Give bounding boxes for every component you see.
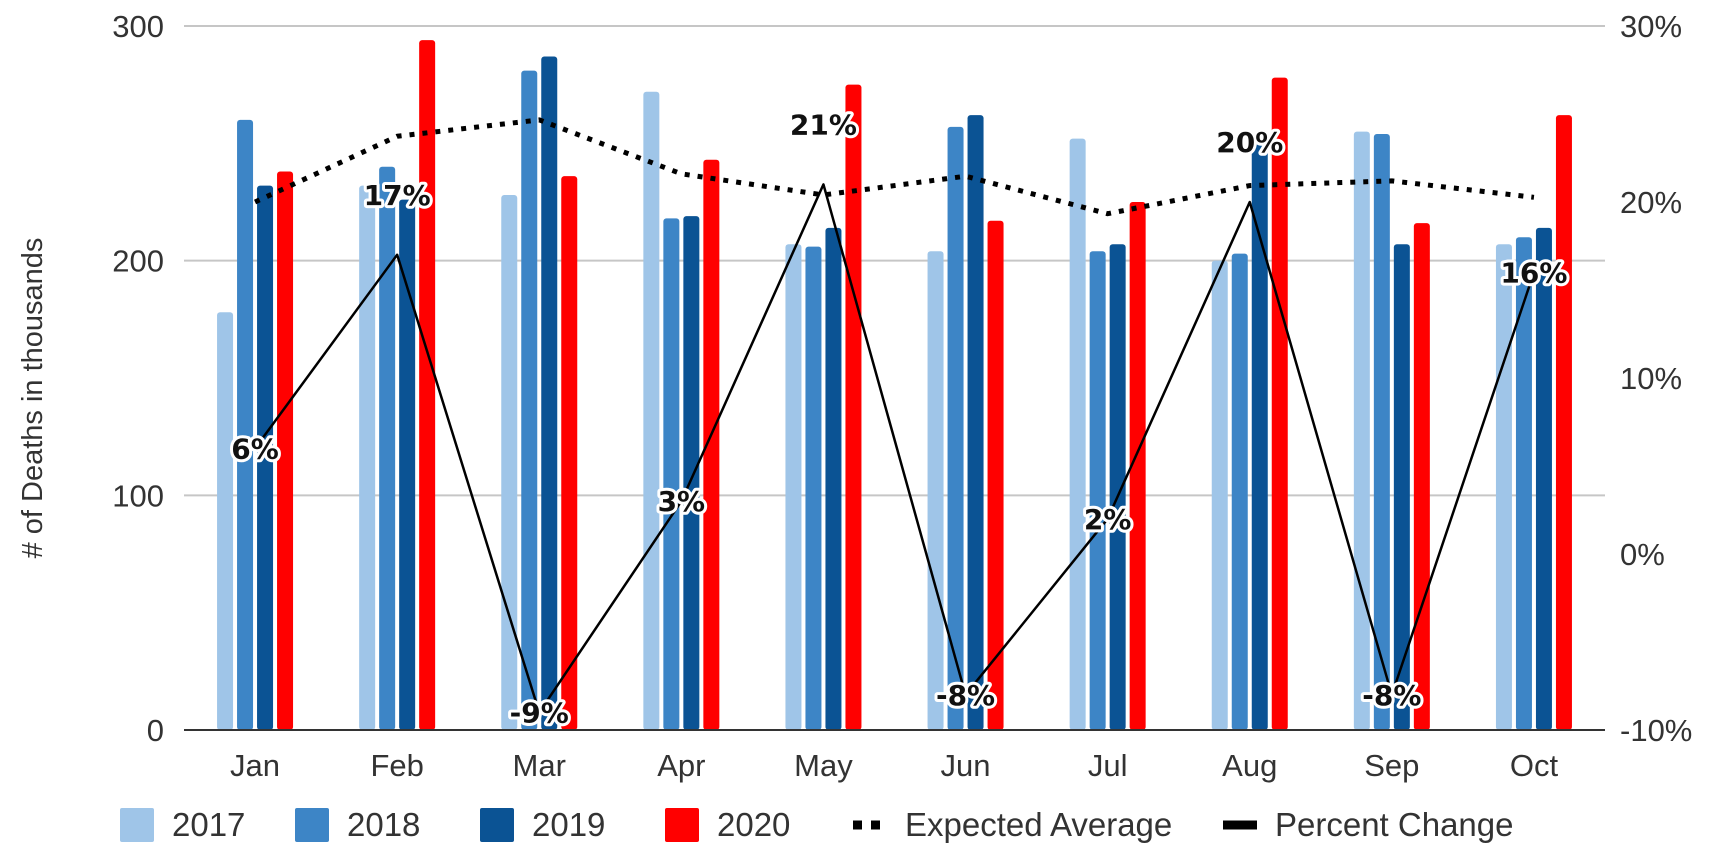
legend-label: Percent Change	[1275, 806, 1514, 843]
bar-2017	[643, 91, 660, 730]
bar-2019	[1251, 143, 1268, 731]
y2-tick-label: 30%	[1620, 9, 1682, 44]
x-tick-label: May	[794, 748, 853, 783]
legend-label: Expected Average	[905, 806, 1172, 843]
y-tick-label: 100	[112, 478, 164, 513]
x-tick-label: Aug	[1222, 748, 1277, 783]
x-tick-label: Sep	[1364, 748, 1419, 783]
bar-2017	[217, 312, 234, 730]
bar-2018	[379, 166, 396, 731]
bar-2020	[1413, 223, 1430, 730]
data-label: 17%	[364, 179, 431, 212]
x-tick-label: Mar	[513, 748, 566, 783]
bar-2020	[1129, 202, 1146, 730]
bar-2020	[845, 84, 862, 730]
x-tick-label: Jun	[941, 748, 991, 783]
bar-2020	[703, 159, 720, 730]
y-tick-label: 0	[147, 713, 164, 748]
bar-2020	[561, 176, 578, 731]
legend-label: 2020	[717, 806, 790, 843]
axes: 0 100 200 300 -10% 0% 10% 20% 30% Jan Feb Mar Apr May…	[112, 9, 1692, 783]
legend-label: 2019	[532, 806, 605, 843]
x-tick-label: Oct	[1510, 748, 1559, 783]
y-tick-label: 300	[112, 9, 164, 44]
bar-2017	[785, 244, 802, 731]
bar-2017	[927, 251, 944, 730]
y-tick-label: 200	[112, 244, 164, 279]
bar-2017	[1069, 138, 1086, 730]
bar-2018	[1373, 133, 1390, 731]
bar-2018	[237, 119, 254, 730]
bar-2019	[967, 115, 984, 730]
legend-swatch-2019	[480, 808, 514, 842]
bar-2020	[419, 40, 436, 730]
data-labels: 6% 17% -9% 3% 21% -8% 2% 20% -8% 16%	[228, 105, 1570, 732]
bar-2018	[947, 126, 964, 730]
data-label: 6%	[231, 432, 279, 465]
bar-2018	[1231, 253, 1248, 731]
bar-2019	[541, 56, 558, 731]
legend-swatch-2018	[295, 808, 329, 842]
data-label: -9%	[510, 696, 569, 729]
bar-2020	[1555, 115, 1572, 730]
y2-tick-label: -10%	[1620, 713, 1692, 748]
data-label: 20%	[1216, 126, 1283, 159]
data-label: 3%	[658, 485, 706, 518]
bar-2017	[1211, 260, 1228, 730]
data-label: 16%	[1500, 256, 1567, 289]
bar-2019	[825, 227, 842, 730]
bar-2019	[399, 199, 416, 731]
gridlines	[184, 25, 1605, 497]
bar-2017	[359, 185, 376, 730]
bar-2020	[277, 171, 294, 730]
x-tick-label: Apr	[657, 748, 705, 783]
bar-2017	[1353, 131, 1370, 731]
data-label: 2%	[1084, 503, 1132, 536]
bar-2020	[987, 220, 1004, 731]
y2-tick-label: 10%	[1620, 361, 1682, 396]
bar-2017	[1495, 244, 1512, 731]
y2-tick-label: 20%	[1620, 185, 1682, 220]
legend-label: 2017	[172, 806, 245, 843]
bar-2018	[663, 218, 680, 730]
line-percent-change	[254, 183, 1536, 714]
legend: 2017 2018 2019 2020 Expected Average Percent …	[120, 806, 1514, 843]
x-tick-label: Jul	[1088, 748, 1128, 783]
x-tick-label: Jan	[230, 748, 280, 783]
series-lines	[254, 117, 1536, 714]
bar-2018	[805, 246, 822, 730]
y-axis-title: # of Deaths in thousands	[17, 238, 49, 559]
y2-tick-label: 0%	[1620, 537, 1665, 572]
bars	[217, 40, 1572, 731]
bar-2018	[1089, 251, 1106, 730]
bar-2019	[1535, 227, 1552, 730]
data-label: -8%	[936, 679, 995, 712]
bar-2018	[1515, 237, 1532, 730]
bar-2018	[521, 70, 538, 730]
legend-swatch-2017	[120, 808, 154, 842]
bar-2020	[1271, 77, 1288, 731]
legend-label: 2018	[347, 806, 420, 843]
bar-2017	[501, 194, 518, 730]
x-tick-label: Feb	[370, 748, 423, 783]
bar-2019	[257, 185, 274, 730]
data-label: -8%	[1362, 679, 1421, 712]
bar-2019	[1393, 244, 1410, 731]
bar-2019	[683, 216, 700, 730]
line-expected-average	[254, 117, 1535, 217]
bar-2019	[1109, 244, 1126, 731]
data-label: 21%	[790, 108, 857, 141]
legend-swatch-2020	[665, 808, 699, 842]
